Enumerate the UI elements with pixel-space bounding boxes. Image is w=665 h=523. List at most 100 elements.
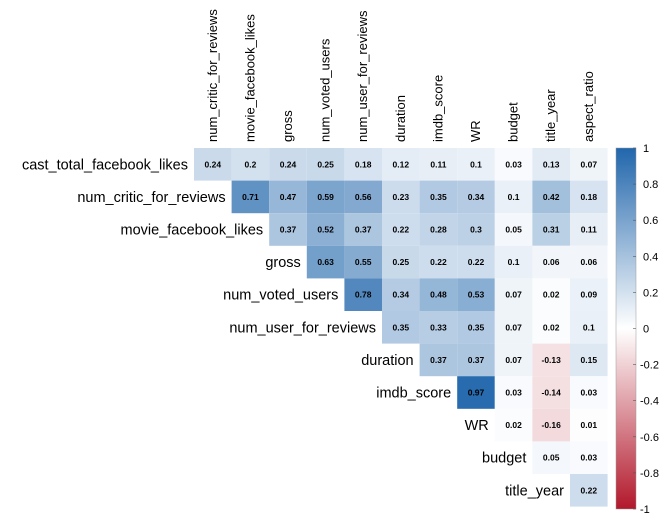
cell-value-label: 0.01 xyxy=(581,420,598,430)
cell-value-label: 0.35 xyxy=(430,192,447,202)
cell-value-label: 0.35 xyxy=(393,322,410,332)
heatmap-cell xyxy=(306,245,345,279)
heatmap-cell xyxy=(269,213,307,246)
heatmap-cell xyxy=(344,278,382,311)
cell-value-label: 0.24 xyxy=(205,159,222,169)
cell-value-label: 0.12 xyxy=(393,159,410,169)
cell-value-label: -0.13 xyxy=(542,355,562,365)
cell-value-label: 0.07 xyxy=(505,355,522,365)
colorbar-tick-label: -1 xyxy=(640,504,650,516)
column-label-movie-facebook-likes: movie_facebook_likes xyxy=(242,14,257,142)
row-label-imdb-score: imdb_score xyxy=(376,386,451,402)
cell-value-label: 0.03 xyxy=(505,159,522,169)
heatmap-cell xyxy=(306,180,345,214)
heatmap-cell xyxy=(532,278,570,311)
cell-value-label: 0.28 xyxy=(430,225,447,235)
cell-value-label: -0.16 xyxy=(542,420,562,430)
cell-value-label: 0.1 xyxy=(583,322,595,332)
heatmap-cell xyxy=(419,245,458,279)
heatmap-cell xyxy=(532,245,570,279)
cell-value-label: 0.71 xyxy=(242,192,259,202)
cell-value-label: 0.37 xyxy=(468,355,485,365)
cell-value-label: 0.25 xyxy=(393,257,410,267)
cell-value-label: 0.02 xyxy=(543,290,560,300)
cell-value-label: 0.25 xyxy=(317,159,334,169)
row-label-duration: duration xyxy=(361,353,413,369)
heatmap-cell xyxy=(457,213,495,246)
heatmap-cell xyxy=(570,474,608,507)
heatmap-cell xyxy=(419,343,458,377)
heatmap-cell xyxy=(570,408,608,442)
cell-value-label: 0.1 xyxy=(470,159,482,169)
heatmap-cell xyxy=(570,213,608,246)
cell-value-label: 0.42 xyxy=(543,192,560,202)
cell-value-label: 0.37 xyxy=(280,225,297,235)
column-label-imdb-score: imdb_score xyxy=(430,75,445,142)
colorbar-tick-label: 0.4 xyxy=(643,251,658,263)
cell-value-label: 0.59 xyxy=(317,192,334,202)
heatmap-cell xyxy=(570,441,608,474)
cell-value-label: 0.05 xyxy=(505,225,522,235)
heatmap-cell xyxy=(532,441,570,474)
column-label-duration: duration xyxy=(393,95,408,142)
heatmap-cell xyxy=(269,180,307,214)
heatmap-cell xyxy=(382,213,420,246)
cell-value-label: 0.15 xyxy=(581,355,598,365)
colorbar-tick-label: -0.8 xyxy=(640,468,659,480)
cell-value-label: 0.03 xyxy=(505,388,522,398)
cell-value-label: 0.22 xyxy=(468,257,485,267)
heatmap-cell xyxy=(494,376,533,409)
cell-value-label: 0.97 xyxy=(468,388,485,398)
colorbar-tick-label: 0.6 xyxy=(643,215,658,227)
cell-value-label: 0.02 xyxy=(505,420,522,430)
heatmap-cell xyxy=(494,408,533,442)
cell-value-label: 0.53 xyxy=(468,290,485,300)
heatmap-cell xyxy=(494,180,533,214)
cell-value-label: 0.34 xyxy=(393,290,410,300)
column-label-num-voted-users: num_voted_users xyxy=(318,38,333,142)
heatmap-cell xyxy=(570,311,608,344)
cell-value-label: 0.09 xyxy=(581,290,598,300)
heatmap-cell xyxy=(532,213,570,246)
column-label-wr: WR xyxy=(468,120,483,142)
colorbar-tick-label: 0.2 xyxy=(643,287,658,299)
heatmap-cell xyxy=(570,278,608,311)
column-label-num-user-for-reviews: num_user_for_reviews xyxy=(355,10,370,142)
heatmap-cell xyxy=(194,148,232,181)
heatmap-cell xyxy=(344,213,382,246)
heatmap-cell xyxy=(570,180,608,214)
row-label-cast-total-facebook-likes: cast_total_facebook_likes xyxy=(22,157,188,173)
row-label-num-voted-users: num_voted_users xyxy=(223,288,338,304)
cell-value-label: 0.22 xyxy=(430,257,447,267)
heatmap-cell xyxy=(457,245,495,279)
heatmap-cell xyxy=(532,148,570,181)
heatmap-cell xyxy=(494,245,533,279)
heatmap-cell xyxy=(344,245,382,279)
cell-value-label: 0.22 xyxy=(581,485,598,495)
cell-value-label: 0.07 xyxy=(505,322,522,332)
cell-value-label: 0.13 xyxy=(543,159,560,169)
heatmap-cell xyxy=(231,148,270,181)
heatmap-cell xyxy=(457,311,495,344)
cell-value-label: 0.2 xyxy=(244,159,256,169)
cell-value-label: 0.07 xyxy=(505,290,522,300)
heatmap-cell xyxy=(419,213,458,246)
heatmap-cell xyxy=(570,148,608,181)
heatmap-cell xyxy=(306,213,345,246)
cell-value-label: 0.18 xyxy=(581,192,598,202)
row-label-gross: gross xyxy=(265,255,300,271)
cell-value-label: 0.35 xyxy=(468,322,485,332)
colorbar-tick-label: -0.2 xyxy=(640,360,659,372)
cell-value-label: 0.3 xyxy=(470,225,482,235)
column-label-budget: budget xyxy=(506,102,521,142)
heatmap-cell xyxy=(532,180,570,214)
heatmap-cell xyxy=(419,148,458,181)
heatmap-cell xyxy=(382,311,420,344)
heatmap-cell xyxy=(570,343,608,377)
cell-value-label: 0.1 xyxy=(508,257,520,267)
heatmap-cell xyxy=(344,180,382,214)
heatmap-cell xyxy=(532,311,570,344)
colorbar-tick-label: 1 xyxy=(643,143,649,155)
